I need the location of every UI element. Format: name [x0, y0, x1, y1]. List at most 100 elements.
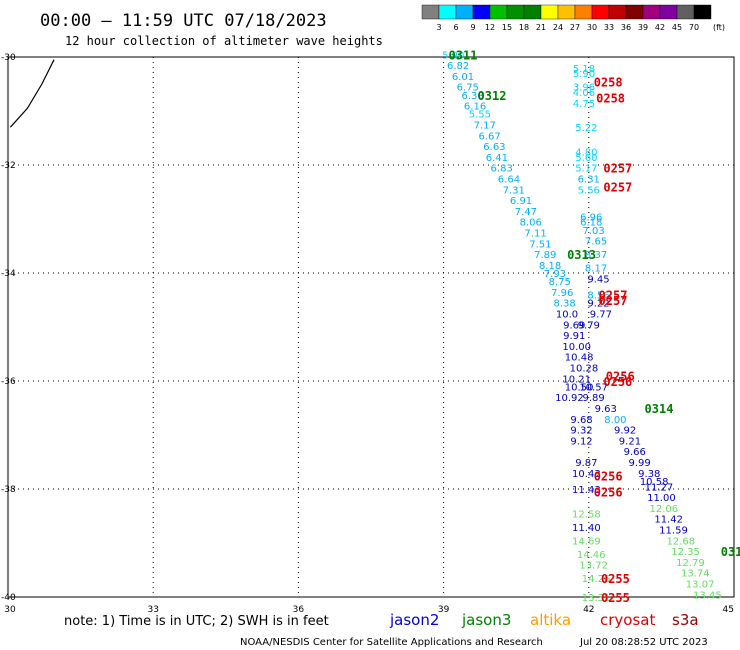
wave-height-label: 9.91: [563, 331, 585, 342]
pass-time-label: 0256: [594, 486, 623, 500]
pass-time-label: 0258: [596, 92, 625, 106]
footer-source: NOAA/NESDIS Center for Satellite Applica…: [240, 637, 543, 648]
wave-height-label: 9.32: [570, 426, 592, 437]
colorbar-swatch: [659, 4, 678, 20]
wave-height-label: 6.31: [578, 175, 600, 186]
chart-title: 00:00 – 11:59 UTC 07/18/2023: [40, 11, 327, 31]
colorbar-label: 70: [689, 23, 699, 32]
colorbar-label: 21: [536, 23, 546, 32]
wave-height-label: 6.16: [464, 102, 486, 113]
colorbar-swatch: [557, 4, 576, 20]
wave-height-label: 9.21: [619, 436, 641, 447]
colorbar-label: 9: [470, 23, 475, 32]
wave-height-label: 9.38: [638, 469, 660, 480]
colorbar-label: 6: [453, 23, 458, 32]
wave-height-label: 9.69: [563, 320, 585, 331]
colorbar-swatch: [472, 4, 491, 20]
wave-height-label: 8.37: [585, 250, 607, 261]
wave-height-label: 7.93: [544, 269, 566, 280]
wave-height-label: 10.58: [640, 477, 669, 488]
wave-height-label: 12.58: [572, 509, 601, 520]
wave-height-label: 6.18: [580, 218, 602, 229]
wave-height-label: 10.00: [562, 342, 591, 353]
colorbar-label: 36: [621, 23, 631, 32]
grid-lines: [8, 57, 734, 597]
wave-height-label: 6.63: [483, 142, 505, 153]
wave-height-label: 9.12: [570, 436, 592, 447]
colorbar-label: 24: [553, 23, 563, 32]
plot-frame: [7, 56, 735, 598]
wave-height-label: 6.91: [510, 196, 532, 207]
wave-height-label: 9.68: [570, 415, 592, 426]
x-tick-label: 36: [293, 605, 305, 615]
wave-height-label: 13.74: [681, 569, 710, 580]
pass-time-label: 0311: [449, 48, 478, 62]
wave-height-label: 8.06: [520, 218, 542, 229]
pass-time-label: 0257: [603, 162, 632, 176]
wave-height-label: 11.00: [647, 493, 676, 504]
pass-time-label: 0257: [599, 289, 628, 303]
wave-height-label: 11.43: [572, 485, 601, 496]
wave-height-label: 8.17: [585, 264, 607, 275]
colorbar-swatch: [421, 4, 440, 20]
x-tick-label: 39: [438, 605, 450, 615]
wave-height-label: 9.45: [587, 274, 609, 285]
wave-height-label: 9.89: [583, 393, 605, 404]
wave-height-label: 5.60: [575, 153, 597, 164]
wave-height-label: 9.99: [628, 458, 650, 469]
wave-height-label: 5.90: [442, 50, 464, 61]
x-tick-label: 45: [723, 605, 734, 615]
wave-height-label: 10.57: [579, 382, 608, 393]
colorbar-label: 39: [638, 23, 648, 32]
y-tick-label: -34: [1, 269, 16, 279]
y-tick-label: -30: [1, 53, 16, 63]
wave-height-label: 8.00: [604, 415, 626, 426]
wave-height-label: 6.75: [457, 83, 479, 94]
wave-height-label: 6.67: [478, 131, 500, 142]
wave-height-label: 7.96: [551, 288, 573, 299]
wave-height-label: 4.06: [573, 88, 595, 99]
pass-time-label: 031: [721, 545, 740, 559]
colorbar-swatch: [438, 4, 457, 20]
pass-time-label: 0255: [601, 591, 630, 605]
colorbar-label: 27: [570, 23, 580, 32]
colorbar-swatch: [489, 4, 508, 20]
wave-height-label: 7.31: [503, 185, 525, 196]
colorbar-label: 15: [502, 23, 512, 32]
colorbar-swatch: [642, 4, 661, 20]
wave-height-label: 7.51: [529, 239, 551, 250]
pass-time-label: 0256: [606, 370, 635, 384]
y-tick-label: -38: [1, 485, 16, 495]
wave-height-label: 7.47: [515, 207, 537, 218]
colorbar-swatch: [608, 4, 627, 20]
satellite-legend: jason2 jason3 altika cryosat s3a: [389, 611, 699, 629]
wave-height-label: 6.30: [462, 91, 484, 102]
wave-height-label: 7.03: [583, 226, 605, 237]
wave-height-label: 9.22: [587, 299, 609, 310]
y-tick-label: -36: [1, 377, 16, 387]
coastline: [9, 59, 55, 128]
colorbar-swatch: [523, 4, 542, 20]
colorbar-label: 30: [587, 23, 597, 32]
wave-height-label: 6.96: [580, 212, 602, 223]
wave-height-label: 5.55: [469, 110, 491, 121]
coastline-path: [9, 59, 55, 128]
pass-time-label: 0256: [594, 470, 623, 484]
pass-time-label: 0257: [599, 294, 628, 308]
data-points: 5.906.826.016.756.306.165.557.176.676.63…: [442, 50, 722, 604]
satellite-legend-jason3: jason3: [461, 611, 511, 629]
wave-height-label: 10.48: [565, 353, 594, 364]
wave-height-label: 13.31: [582, 593, 611, 604]
colorbar-label: 33: [604, 23, 614, 32]
colorbar-swatch: [693, 4, 712, 20]
wave-height-label: 13.72: [579, 561, 608, 572]
colorbar-label: 45: [672, 23, 682, 32]
wave-height-label: 11.59: [659, 526, 688, 537]
colorbar: 3 6 9 12 15 18 21 24 27 30 33 36 39 42 45 70 (ft): [421, 4, 725, 32]
y-tick-label: -32: [1, 161, 16, 171]
colorbar-swatch: [506, 4, 525, 20]
wave-height-label: 5.56: [578, 185, 600, 196]
colorbar-label: 12: [485, 23, 495, 32]
wave-height-label: 12.35: [671, 547, 700, 558]
wave-height-label: 9.63: [595, 404, 617, 415]
